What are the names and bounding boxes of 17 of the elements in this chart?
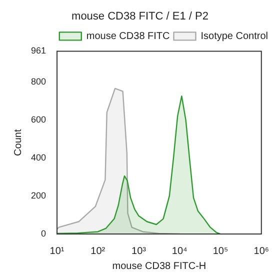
- y-tick-label: 800: [30, 76, 46, 86]
- x-axis-title: mouse CD38 FITC-H: [112, 260, 206, 272]
- y-axis-title: Count: [12, 129, 24, 156]
- y-tick-label: 0: [41, 228, 46, 238]
- x-tick-label: 10⁶: [254, 246, 270, 257]
- legend-label: Isotype Control: [200, 30, 268, 42]
- x-tick-label: 10¹: [50, 246, 65, 257]
- chart-title: mouse CD38 FITC / E1 / P2: [72, 10, 208, 23]
- y-tick-label: 600: [30, 114, 46, 124]
- x-tick-label: 10⁴: [172, 246, 188, 257]
- x-tick-label: 10⁵: [212, 246, 228, 257]
- y-tick-label: 400: [30, 152, 46, 162]
- y-tick-label: 200: [30, 190, 46, 200]
- x-tick-label: 10³: [132, 246, 147, 257]
- x-tick-label: 10²: [90, 246, 106, 257]
- legend-label: mouse CD38 FITC: [86, 30, 170, 42]
- y-tick-label: 961: [30, 46, 46, 56]
